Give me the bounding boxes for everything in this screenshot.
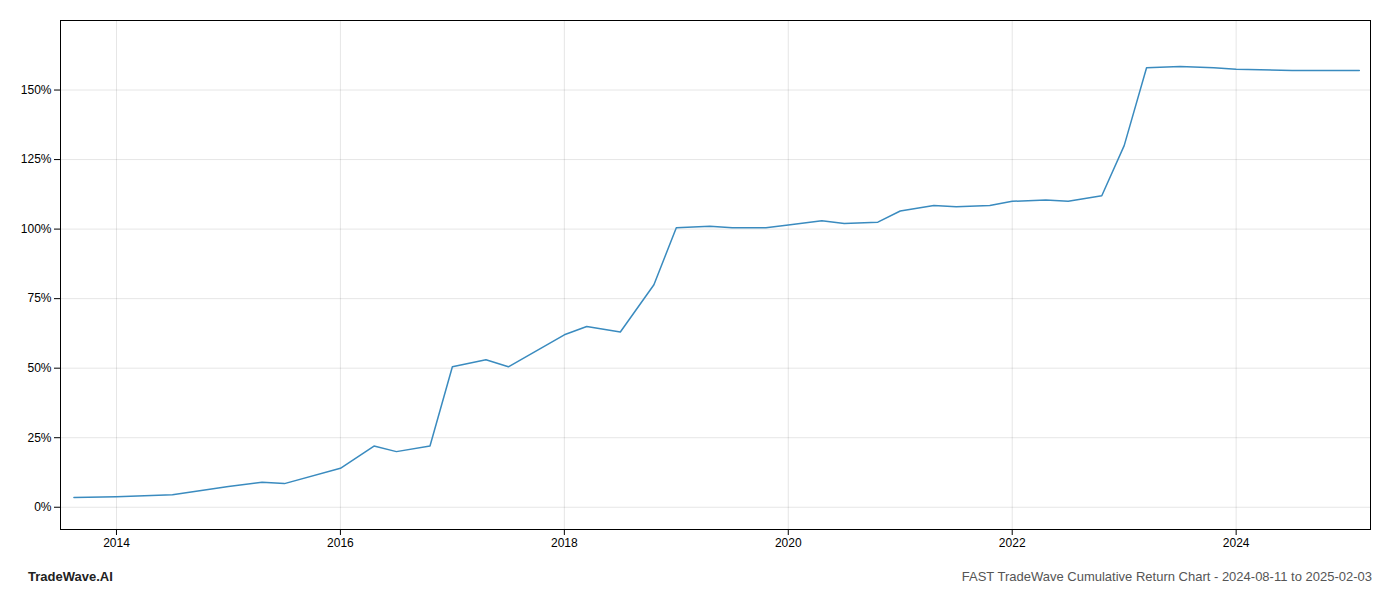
svg-text:2020: 2020 <box>775 536 802 550</box>
svg-text:150%: 150% <box>21 83 52 97</box>
svg-text:125%: 125% <box>21 152 52 166</box>
svg-text:2014: 2014 <box>103 536 130 550</box>
svg-text:0%: 0% <box>34 500 52 514</box>
svg-text:100%: 100% <box>21 222 52 236</box>
svg-text:2018: 2018 <box>551 536 578 550</box>
svg-text:50%: 50% <box>27 361 51 375</box>
svg-text:2024: 2024 <box>1223 536 1250 550</box>
svg-text:75%: 75% <box>27 291 51 305</box>
svg-text:2022: 2022 <box>999 536 1026 550</box>
svg-text:25%: 25% <box>27 431 51 445</box>
html-text:FAST TradeWave Cumulative Retu: FAST TradeWave Cumulative Return Chart -… <box>961 569 1372 584</box>
svg-text:2016: 2016 <box>327 536 354 550</box>
html-text:TradeWave.AI: TradeWave.AI <box>28 569 113 584</box>
